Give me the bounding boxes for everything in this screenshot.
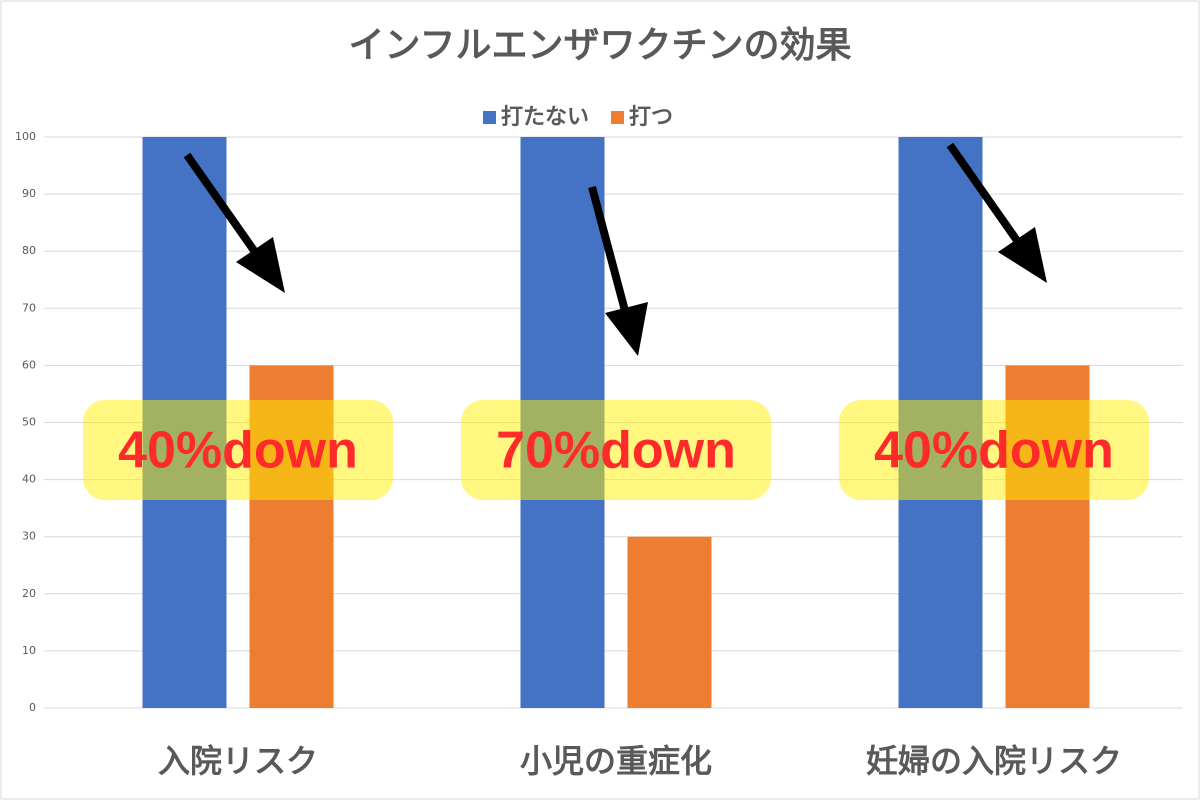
x-tick-label: 入院リスク — [158, 742, 318, 780]
annotation-box — [461, 400, 771, 500]
annotation: 70%down — [496, 422, 736, 480]
arrow-head — [998, 227, 1047, 283]
bar — [627, 536, 712, 708]
y-tick-label: 100 — [15, 130, 36, 143]
arrow-head — [236, 237, 285, 293]
y-tick-label: 80 — [22, 244, 36, 257]
y-tick-label: 70 — [22, 301, 36, 314]
chart-title: インフルエンザワクチンの効果 — [349, 25, 852, 66]
arrow — [946, 142, 1029, 255]
arrow-head — [605, 302, 648, 356]
annotation-box — [839, 400, 1149, 500]
legend-swatch — [483, 111, 496, 124]
x-tick-label: 小児の重症化 — [520, 742, 712, 780]
arrows — [183, 142, 1047, 356]
y-tick-label: 50 — [22, 416, 36, 429]
y-tick-label: 40 — [22, 473, 36, 486]
x-tick-label: 妊婦の入院リスク — [866, 742, 1122, 780]
y-tick-label: 0 — [29, 701, 36, 714]
y-tick-label: 60 — [22, 358, 36, 371]
legend-label: 打たない — [501, 105, 589, 130]
y-tick-label: 30 — [22, 530, 36, 543]
arrow — [588, 185, 632, 324]
arrow — [183, 152, 266, 265]
y-tick-label: 20 — [22, 587, 36, 600]
annotation-box — [83, 400, 393, 500]
annotation: 40%down — [874, 422, 1114, 480]
annotation: 40%down — [118, 422, 358, 480]
y-tick-label: 90 — [22, 187, 36, 200]
y-tick-label: 10 — [22, 644, 36, 657]
legend-label: 打つ — [629, 105, 673, 130]
legend-swatch — [611, 111, 625, 124]
